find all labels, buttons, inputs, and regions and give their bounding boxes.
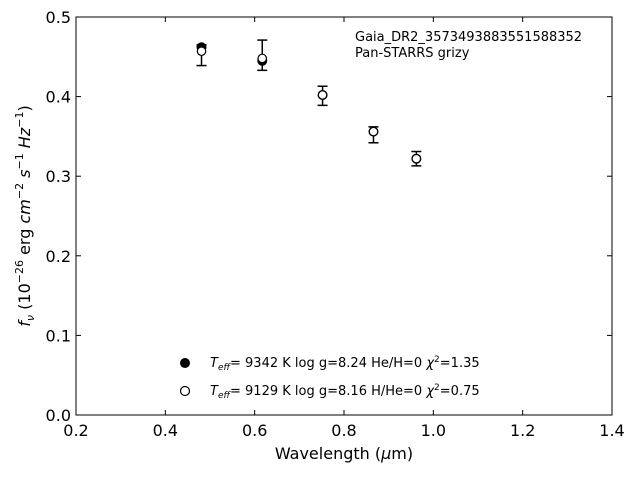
legend-entry-1: Teff= 9342 K log g=8.24 He/H=0 χ2=1.35 <box>210 355 480 373</box>
data-point-open <box>317 90 328 100</box>
plot-area: 0.2 0.4 0.6 0.8 1.0 1.2 1.4 0.0 0.1 0.2 0.3 0.4 0.5 <box>46 8 625 440</box>
survey-annotation: Pan-STARRS grizy <box>355 46 470 61</box>
data-point-open <box>368 126 379 137</box>
x-tick-label: 1.2 <box>510 421 535 440</box>
data-point-open <box>257 53 268 64</box>
y-tick-label: 0.5 <box>46 8 71 27</box>
x-tick-label: 0.4 <box>153 421 178 440</box>
x-tick-label: 0.8 <box>331 421 356 440</box>
y-tick-label: 0.1 <box>46 326 71 345</box>
y-tick-label: 0.3 <box>46 167 71 186</box>
y-axis-label: fν (10−26 erg cm−2 s−1 Hz−1) <box>13 105 37 326</box>
x-tick-label: 1.4 <box>599 421 624 440</box>
x-tick-label: 1.0 <box>421 421 446 440</box>
x-tick-label: 0.2 <box>63 421 88 440</box>
y-tick-label: 0.4 <box>46 88 71 107</box>
legend-entry-2: Teff= 9129 K log g=8.16 H/He=0 χ2=0.75 <box>210 383 480 401</box>
y-tick-label: 0.2 <box>46 247 71 266</box>
data-point-open <box>196 46 207 57</box>
legend-marker-filled <box>180 358 190 368</box>
data-point-open <box>411 153 422 164</box>
object-id-annotation: Gaia_DR2_3573493883551588352 <box>355 30 582 45</box>
x-tick-label: 0.6 <box>242 421 267 440</box>
x-axis-label: Wavelength (μm) <box>275 444 413 463</box>
legend: Teff= 9342 K log g=8.24 He/H=0 χ2=1.35 T… <box>179 355 480 401</box>
y-tick-label: 0.0 <box>46 406 71 425</box>
legend-marker-open <box>179 385 191 397</box>
